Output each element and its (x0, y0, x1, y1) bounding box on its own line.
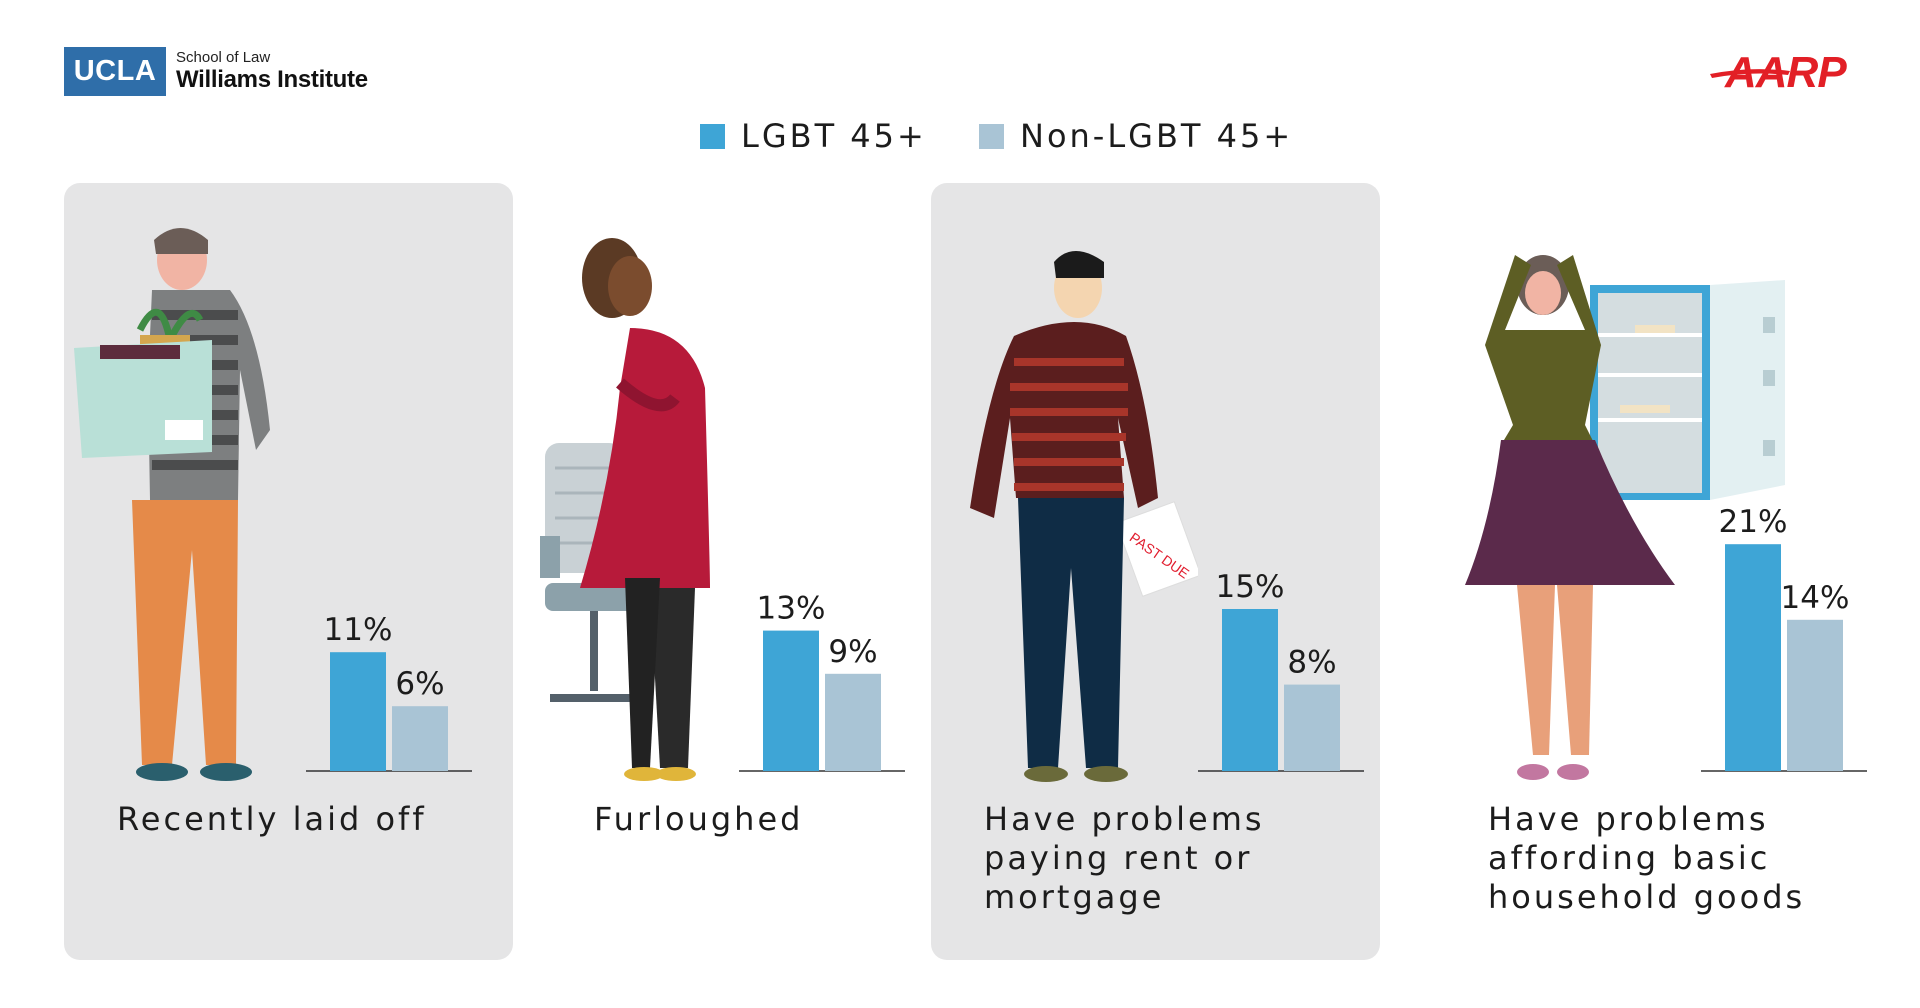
legend-item-non-lgbt: Non-LGBT 45+ (979, 117, 1294, 155)
woman-at-fridge-illustration (1465, 255, 1785, 780)
category-label-laid-off: Recently laid off (117, 800, 557, 839)
category-label-rent: Have problems paying rent or mortgage (984, 800, 1424, 917)
legend-swatch-lgbt (700, 123, 725, 149)
legend-swatch-non-lgbt (979, 123, 1004, 149)
bar-non-lgbt-0 (392, 706, 448, 771)
legend-item-lgbt: LGBT 45+ (700, 117, 927, 155)
aarp-logo: AARP (1725, 48, 1847, 97)
man-holding-box-illustration (74, 228, 270, 781)
bar-lgbt-0 (330, 652, 386, 771)
value-label-lgbt-1: 13% (757, 591, 826, 627)
value-label-lgbt-2: 15% (1216, 569, 1285, 605)
category-label-line: mortgage (984, 878, 1165, 916)
bar-lgbt-1 (763, 630, 819, 771)
legend-label-lgbt: LGBT 45+ (741, 117, 927, 155)
category-label-line: Furloughed (594, 800, 804, 838)
category-label-furloughed: Furloughed (594, 800, 1034, 839)
aarp-logo-swoosh (1710, 69, 1790, 78)
value-label-lgbt-3: 21% (1719, 504, 1788, 540)
category-label-line: Recently laid off (117, 800, 427, 838)
ucla-school-of-law: School of Law (176, 49, 271, 66)
value-label-non-lgbt-1: 9% (828, 634, 877, 670)
williams-institute-title: Williams Institute (176, 66, 368, 93)
value-label-non-lgbt-0: 6% (395, 666, 444, 702)
man-with-bill-illustration: PAST DUE (970, 251, 1198, 782)
value-label-lgbt-0: 11% (324, 612, 393, 648)
bar-non-lgbt-2 (1284, 684, 1340, 771)
bar-non-lgbt-3 (1787, 619, 1843, 771)
category-label-line: paying rent or (984, 839, 1253, 877)
category-label-line: Have problems (984, 800, 1265, 838)
legend-label-non-lgbt: Non-LGBT 45+ (1020, 117, 1294, 155)
category-label-line: household goods (1488, 878, 1806, 916)
category-label-line: Have problems (1488, 800, 1769, 838)
value-label-non-lgbt-3: 14% (1781, 580, 1850, 616)
bar-non-lgbt-1 (825, 673, 881, 771)
category-label-household-goods: Have problems affording basic household go… (1488, 800, 1920, 917)
ucla-logo: UCLA (64, 47, 166, 96)
bar-lgbt-3 (1725, 544, 1781, 771)
woman-with-chair-illustration (540, 238, 710, 781)
value-label-non-lgbt-2: 8% (1287, 645, 1336, 681)
category-label-line: affording basic (1488, 839, 1771, 877)
bar-lgbt-2 (1222, 609, 1278, 771)
